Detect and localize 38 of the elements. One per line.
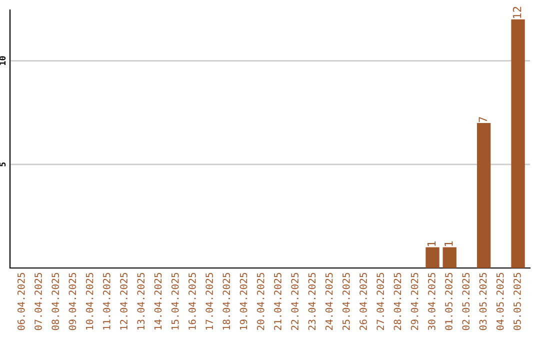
x-tick-label: 12.04.2025 xyxy=(120,272,128,330)
x-tick-label: 08.04.2025 xyxy=(52,272,60,330)
bar xyxy=(511,19,525,268)
x-tick-label: 14.04.2025 xyxy=(154,272,162,330)
x-tick-label: 17.04.2025 xyxy=(206,272,213,330)
x-tick-label: 19.04.2025 xyxy=(240,272,248,330)
x-tick-label: 23.04.2025 xyxy=(308,272,316,330)
data-label: 1 xyxy=(444,241,453,246)
x-tick-label: 04.05.2025 xyxy=(496,272,504,330)
x-tick-label: 13.04.2025 xyxy=(137,272,145,330)
x-tick-label: 30.04.2025 xyxy=(428,272,436,330)
data-label: 7 xyxy=(478,117,487,122)
x-tick-label: 24.04.2025 xyxy=(325,272,333,330)
bar xyxy=(476,122,491,268)
x-tick-label: 16.04.2025 xyxy=(188,272,196,330)
data-label: 1 xyxy=(427,241,436,246)
x-tick-label: 05.05.2025 xyxy=(514,272,521,330)
x-tick-label: 21.04.2025 xyxy=(274,272,282,330)
x-tick-label: 26.04.2025 xyxy=(360,272,367,330)
x-tick-label: 29.04.2025 xyxy=(410,272,418,330)
x-tick-label: 03.05.2025 xyxy=(479,272,487,330)
x-tick-label: 07.04.2025 xyxy=(34,272,42,330)
x-tick-label: 01.05.2025 xyxy=(445,272,452,330)
x-tick-label: 02.05.2025 xyxy=(462,272,470,330)
x-tick-label: 15.04.2025 xyxy=(171,272,179,330)
x-tick-label: 06.04.2025 xyxy=(17,272,25,330)
x-tick-label: 28.04.2025 xyxy=(394,272,402,330)
bar xyxy=(442,247,456,268)
x-tick-label: 09.04.2025 xyxy=(68,272,76,330)
x-tick-label: 11.04.2025 xyxy=(102,272,110,330)
x-tick-label: 25.04.2025 xyxy=(342,272,350,330)
x-tick-label: 10.04.2025 xyxy=(86,272,94,330)
bar xyxy=(426,247,440,268)
data-label: 12 xyxy=(512,6,522,18)
x-tick-label: 27.04.2025 xyxy=(376,272,384,330)
x-tick-label: 22.04.2025 xyxy=(291,272,299,330)
x-tick-label: 20.04.2025 xyxy=(256,272,264,330)
x-tick-label: 18.04.2025 xyxy=(222,272,230,330)
